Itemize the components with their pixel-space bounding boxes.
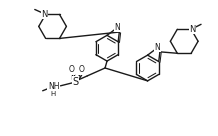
Text: N: N [189,25,195,34]
Text: O: O [78,65,84,75]
Text: N: N [155,43,160,52]
Text: O: O [68,65,74,75]
Text: NH: NH [48,82,59,91]
Text: N: N [41,10,48,19]
Text: H: H [50,91,55,97]
Text: S: S [72,77,78,87]
Text: N: N [114,23,120,32]
